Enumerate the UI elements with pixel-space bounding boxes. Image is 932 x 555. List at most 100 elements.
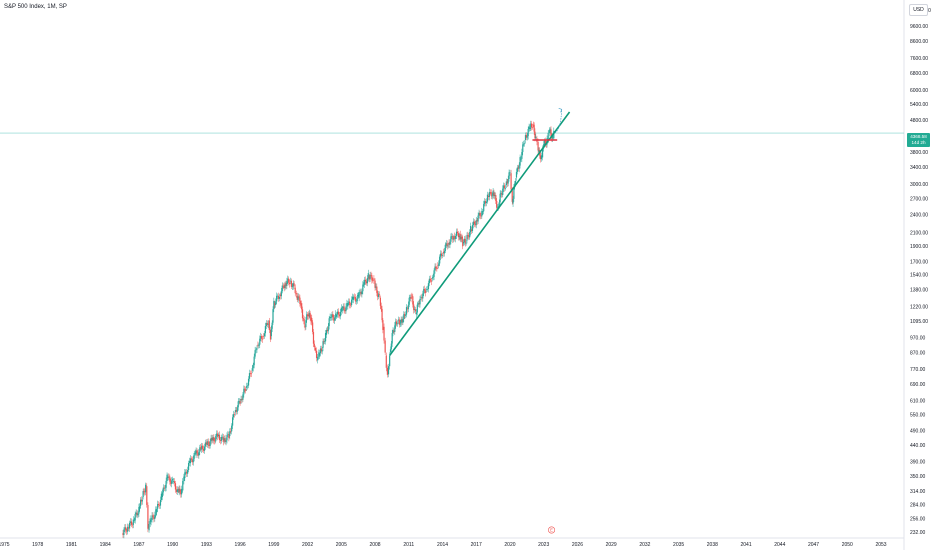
candle-body — [477, 215, 479, 222]
candle-body — [464, 238, 466, 244]
candle-body — [340, 307, 342, 312]
candle-body — [342, 306, 344, 309]
candle-body — [445, 243, 447, 245]
candle-body — [247, 378, 250, 386]
candle-body — [364, 279, 366, 285]
candle-body — [472, 221, 475, 226]
candle-body — [494, 195, 496, 197]
candle-body — [138, 507, 140, 514]
candle-body — [271, 322, 273, 329]
candle-body — [233, 414, 236, 415]
candle-body — [338, 314, 341, 317]
candle-body — [222, 436, 224, 442]
candle-body — [245, 389, 247, 392]
candle-body — [208, 444, 210, 446]
candle-body — [417, 303, 419, 305]
projection-arrow[interactable] — [554, 109, 563, 134]
candle-body — [259, 338, 261, 345]
candle-body — [211, 437, 213, 441]
candle-body — [235, 410, 237, 412]
candle-body — [171, 480, 173, 484]
earnings-marker-icon[interactable] — [548, 526, 556, 534]
candle-body — [122, 533, 124, 535]
candle-body — [246, 386, 248, 388]
y-tick-label: 350.00 — [910, 474, 926, 480]
candle-body — [193, 453, 195, 459]
candle-body — [165, 480, 167, 488]
candle-body — [256, 348, 258, 350]
candle-body — [185, 471, 187, 473]
candle-body — [404, 314, 406, 316]
candle-body — [166, 474, 168, 481]
candle-body — [350, 305, 352, 306]
candle-body — [178, 488, 180, 493]
candle-body — [544, 140, 546, 145]
candle-body — [380, 305, 382, 309]
candle-body — [529, 127, 531, 129]
candle-body — [541, 148, 544, 158]
candle-body — [130, 521, 133, 525]
candle-body — [179, 488, 181, 492]
candle-body — [209, 441, 211, 446]
candle-body — [503, 185, 506, 189]
candle-body — [518, 165, 520, 169]
candle-body — [154, 514, 156, 519]
candle-body — [426, 289, 429, 290]
candle-body — [172, 481, 175, 483]
candle-body — [394, 325, 396, 332]
candle-body — [374, 280, 376, 288]
candle-body — [181, 488, 183, 495]
x-tick-label: 2047 — [808, 542, 819, 548]
y-tick-label: 3000.00 — [910, 182, 928, 188]
candle-body — [480, 215, 482, 217]
candle-body — [413, 304, 415, 311]
candle-body — [221, 436, 223, 438]
candle-body — [177, 489, 179, 490]
candle-body — [229, 431, 231, 437]
candle-body — [396, 323, 399, 325]
candle-body — [485, 201, 488, 204]
candle-body — [384, 340, 386, 353]
candle-body — [367, 273, 369, 279]
candle-body — [345, 306, 347, 312]
candle-body — [305, 320, 307, 328]
candle-body — [499, 193, 501, 203]
candle-body — [348, 301, 350, 303]
candle-body — [469, 232, 471, 238]
candle-body — [455, 235, 457, 239]
candle-body — [419, 298, 421, 305]
candle-body — [207, 441, 209, 445]
candle-body — [304, 326, 306, 328]
x-tick-label: 2029 — [606, 542, 617, 548]
candle-body — [319, 353, 321, 356]
candle-body — [297, 296, 299, 300]
candle-body — [331, 314, 333, 318]
y-tick-label: 390.00 — [910, 459, 926, 465]
candle-body — [192, 458, 194, 463]
currency-button[interactable]: USD — [909, 4, 928, 16]
candle-body — [242, 394, 244, 400]
y-tick-label: 440.00 — [910, 443, 926, 449]
candle-body — [486, 194, 489, 202]
candle-body — [441, 255, 444, 256]
candle-body — [146, 486, 148, 505]
y-tick-label: 490.00 — [910, 428, 926, 434]
candle-body — [422, 293, 424, 299]
x-tick-label: 1987 — [133, 542, 144, 548]
candle-body — [283, 285, 285, 289]
candle-body — [516, 167, 518, 172]
candle-body — [303, 319, 305, 325]
candle-body — [493, 192, 495, 197]
candle-body — [522, 144, 524, 153]
candle-body — [226, 435, 228, 441]
candle-body — [537, 141, 539, 151]
candle-body — [473, 221, 475, 224]
candle-body — [497, 206, 500, 208]
candle-body — [391, 333, 393, 344]
candle-body — [463, 238, 466, 243]
candle-body — [206, 441, 208, 446]
candle-body — [341, 308, 343, 311]
support-trendline[interactable] — [389, 111, 571, 356]
